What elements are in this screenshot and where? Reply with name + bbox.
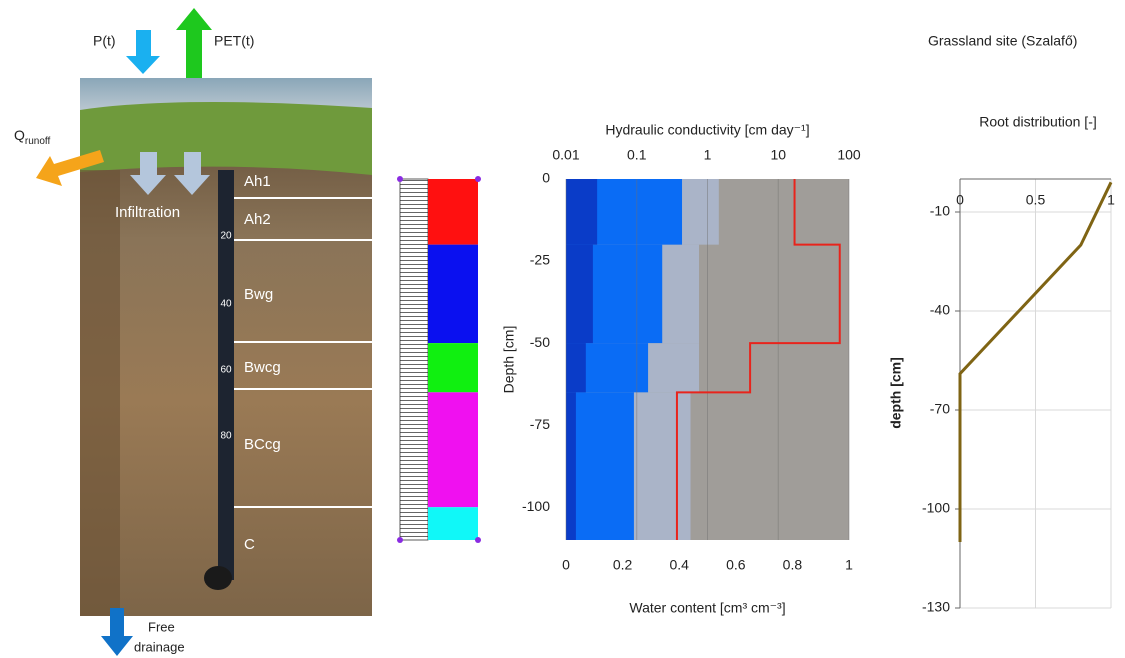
y-axis-title: Depth [cm] xyxy=(501,326,517,394)
y-tick-label: -100 xyxy=(522,498,550,514)
x2-tick-label: 100 xyxy=(837,147,861,163)
horizon-label: Bwcg xyxy=(244,359,281,376)
corner-marker xyxy=(475,176,481,182)
y-tick-label: -25 xyxy=(530,252,550,268)
x-tick-label: 0.2 xyxy=(613,557,633,573)
ruler-label: 60 xyxy=(220,365,232,376)
runoff-subscript: runoff xyxy=(25,136,51,147)
ruler-label: 20 xyxy=(220,231,232,242)
ruler-label: 40 xyxy=(220,299,232,310)
y-tick-label: -50 xyxy=(530,334,550,350)
precipitation-label: P(t) xyxy=(93,33,116,49)
x2-tick-label: 0.01 xyxy=(552,147,579,163)
layer xyxy=(428,245,478,343)
evapotranspiration-arrow xyxy=(176,8,212,78)
horizon-label: Ah1 xyxy=(244,173,271,190)
infiltration-label: Infiltration xyxy=(115,204,180,221)
y-tick-label: -130 xyxy=(922,599,950,615)
layer xyxy=(428,179,478,245)
corner-marker xyxy=(397,176,403,182)
x-tick-label: 0 xyxy=(562,557,570,573)
y-tick-label: -10 xyxy=(930,203,950,219)
water-content-band xyxy=(566,392,634,540)
precipitation-arrow xyxy=(126,30,160,74)
corner-marker xyxy=(475,537,481,543)
ruler-base xyxy=(204,566,232,590)
runoff-symbol: Q xyxy=(14,127,25,143)
evapotranspiration-label: PET(t) xyxy=(214,33,254,49)
x-axis-title: Water content [cm³ cm⁻³] xyxy=(629,600,785,616)
x2-tick-label: 1 xyxy=(704,147,712,163)
figure: P(t) PET(t) Grassland site (Szalafő) Qru… xyxy=(0,0,1125,658)
water-content-band xyxy=(566,343,586,392)
horizon-label: Ah2 xyxy=(244,211,271,228)
x2-tick-label: 10 xyxy=(770,147,786,163)
layer xyxy=(428,343,478,392)
x-tick-label: 1 xyxy=(845,557,853,573)
grid-column xyxy=(400,179,428,540)
layer xyxy=(428,392,478,507)
ruler-label: 80 xyxy=(220,431,232,442)
x2-tick-label: 0.1 xyxy=(627,147,647,163)
water-content-band xyxy=(566,179,597,245)
x2-axis-title: Hydraulic conductivity [cm day⁻¹] xyxy=(605,122,809,138)
chart-title: Root distribution [-] xyxy=(979,114,1097,130)
x-tick-label: 1 xyxy=(1107,192,1115,208)
y-tick-label: -100 xyxy=(922,500,950,516)
y-tick-label: -40 xyxy=(930,302,950,318)
runoff-label: Qrunoff xyxy=(14,127,51,147)
water-content-band xyxy=(566,245,593,343)
y-tick-label: -75 xyxy=(530,416,550,432)
photo-wall xyxy=(80,170,120,616)
layer xyxy=(428,507,478,540)
y-tick-label: 0 xyxy=(542,170,550,186)
photo-grass xyxy=(80,102,372,175)
y-tick-label: -70 xyxy=(930,401,950,417)
drainage-label: drainage xyxy=(134,639,185,654)
drainage-label: Free xyxy=(148,619,175,634)
horizon-label: C xyxy=(244,536,255,553)
x-tick-label: 0.8 xyxy=(783,557,803,573)
site-title: Grassland site (Szalafő) xyxy=(928,33,1077,49)
horizon-label: BCcg xyxy=(244,436,281,453)
water-content-band xyxy=(566,392,576,540)
corner-marker xyxy=(397,537,403,543)
y-axis-title: depth [cm] xyxy=(888,357,904,429)
x-tick-label: 0 xyxy=(956,192,964,208)
soil-photo xyxy=(80,78,372,616)
x-tick-label: 0.5 xyxy=(1026,192,1046,208)
discretization xyxy=(397,176,481,543)
horizon-label: Bwg xyxy=(244,286,273,303)
x-tick-label: 0.6 xyxy=(726,557,746,573)
x-tick-label: 0.4 xyxy=(669,557,689,573)
